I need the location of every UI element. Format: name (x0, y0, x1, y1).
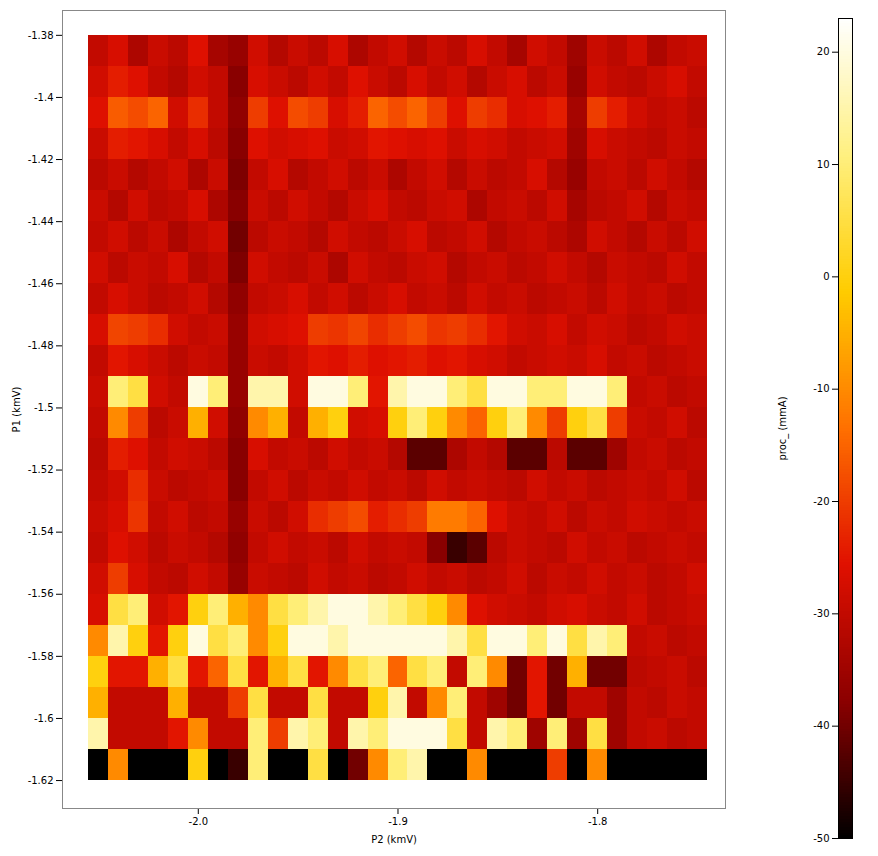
svg-text:20: 20 (817, 46, 830, 57)
svg-text:P2 (kmV): P2 (kmV) (371, 834, 417, 845)
svg-text:-1.52: -1.52 (28, 464, 54, 475)
svg-text:10: 10 (817, 159, 830, 170)
svg-text:-1.54: -1.54 (28, 526, 54, 537)
svg-text:-1.62: -1.62 (28, 775, 54, 786)
svg-text:-10: -10 (813, 383, 829, 394)
svg-text:-2.0: -2.0 (189, 816, 209, 827)
svg-text:P1 (kmV): P1 (kmV) (11, 387, 22, 433)
svg-text:proc_ (mmA): proc_ (mmA) (777, 396, 789, 460)
svg-text:-1.44: -1.44 (28, 216, 54, 227)
svg-text:0: 0 (823, 271, 829, 282)
svg-text:-1.8: -1.8 (588, 816, 608, 827)
svg-text:-1.56: -1.56 (28, 588, 54, 599)
svg-text:-1.58: -1.58 (28, 651, 54, 662)
svg-text:-1.48: -1.48 (28, 340, 54, 351)
svg-text:-50: -50 (813, 833, 829, 844)
svg-text:-1.42: -1.42 (28, 154, 54, 165)
svg-text:-1.9: -1.9 (388, 816, 408, 827)
svg-text:-1.38: -1.38 (28, 30, 54, 41)
svg-text:-1.5: -1.5 (34, 402, 54, 413)
svg-text:-1.46: -1.46 (28, 278, 54, 289)
svg-text:-20: -20 (813, 496, 829, 507)
svg-text:-40: -40 (813, 720, 829, 731)
svg-text:-1.4: -1.4 (34, 92, 54, 103)
svg-text:-1.6: -1.6 (34, 713, 54, 724)
svg-text:-30: -30 (813, 608, 829, 619)
